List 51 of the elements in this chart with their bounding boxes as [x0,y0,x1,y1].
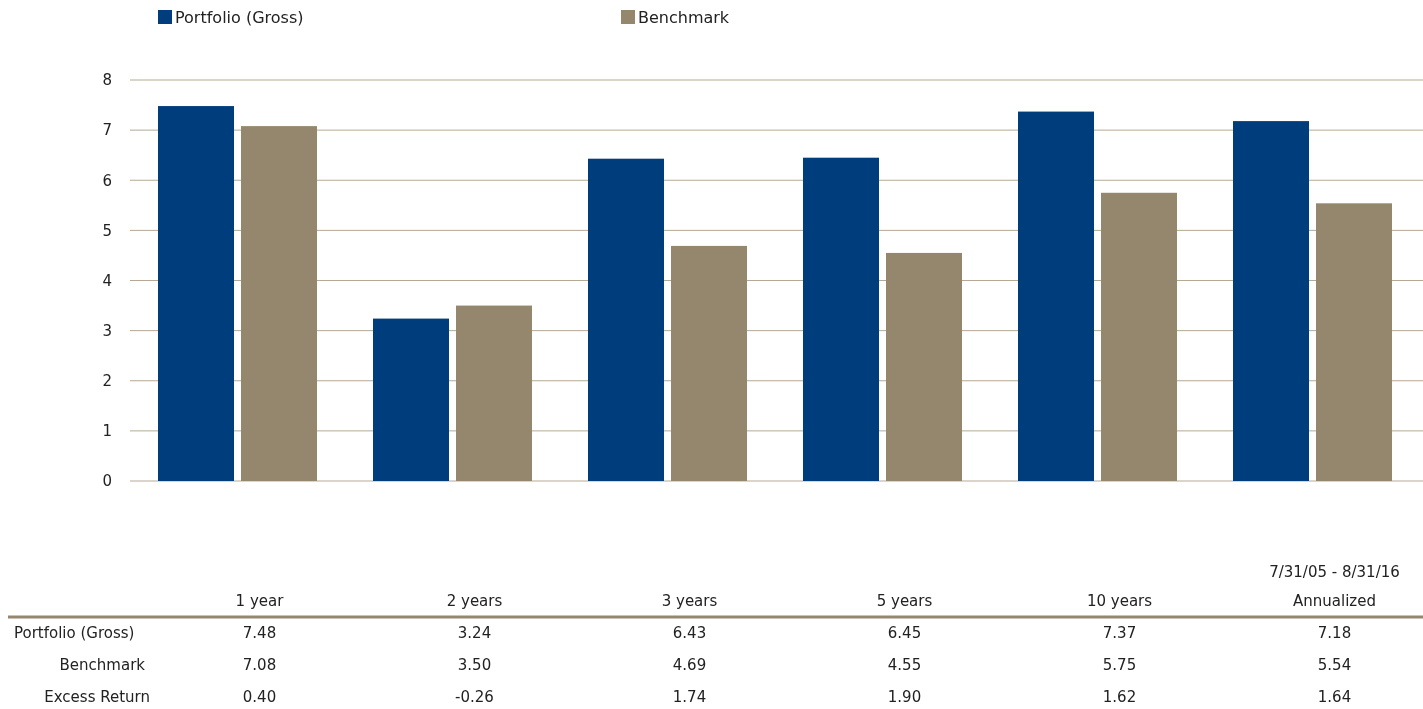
bar [456,305,532,481]
x-tick-label: 3 years [661,592,718,611]
data-label: 4.55 [887,656,922,675]
x-tick-label: 10 years [1086,592,1153,611]
bar [373,318,449,481]
data-label: 6.45 [887,624,922,643]
y-tick-label: 7 [102,121,112,140]
y-tick-label: 6 [102,171,112,190]
text: 1.90 [887,688,922,707]
data-label: 4.69 [672,656,707,675]
y-tick-label: 0 [102,472,112,491]
data-label: 3.24 [457,624,492,643]
y-tick-label: 4 [102,271,112,290]
bar [158,106,234,481]
x-tick-label: 5 years [876,592,933,611]
text: 1.64 [1317,688,1352,707]
bar [803,157,879,481]
data-label: 7.18 [1317,624,1352,643]
text: 1.74 [672,688,707,707]
bar [1101,192,1177,481]
text: 7/31/05 - 8/31/16 [1269,563,1400,582]
data-label: 7.08 [242,656,277,675]
y-tick-label: 8 [102,71,112,90]
data-label: 6.43 [672,624,707,643]
y-tick-label: 5 [102,221,112,240]
bar [1316,203,1392,481]
text: Excess Return [44,688,150,707]
text: 0.40 [242,688,277,707]
bar [886,252,962,481]
bar [1018,111,1094,481]
text: -0.26 [455,688,494,707]
text: Benchmark [59,656,145,675]
bar [1233,121,1309,481]
x-tick-label: 2 years [446,592,503,611]
y-tick-label: 2 [102,372,112,390]
y-tick-label: 3 [102,321,112,340]
data-label: 5.75 [1102,656,1137,675]
bar [241,126,317,481]
data-label: 3.50 [457,656,492,675]
bar [671,245,747,481]
data-label: 5.54 [1317,656,1352,675]
bar [588,158,664,481]
x-tick-label: 1 year [235,592,285,611]
x-tick-label: Annualized [1293,592,1376,611]
data-label: 7.37 [1102,624,1137,643]
legend-label: Portfolio (Gross) [175,7,304,27]
text: 1.62 [1102,688,1137,707]
text: Portfolio (Gross) [14,624,135,643]
legend-label: Benchmark [638,7,730,27]
data-label: 7.48 [242,624,277,643]
y-tick-label: 1 [102,422,112,441]
